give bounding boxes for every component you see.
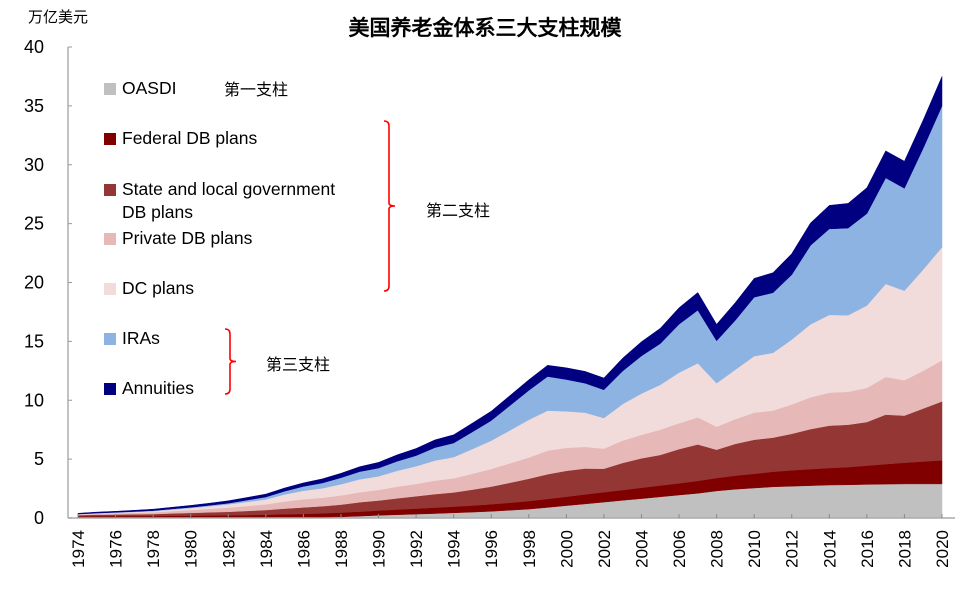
x-tick-label: 2008 [708, 530, 727, 568]
legend-item-state-local-db: State and local government [104, 177, 335, 201]
x-tick-label: 1986 [294, 530, 313, 568]
x-tick-label: 2002 [595, 530, 614, 568]
x-tick-label: 1992 [407, 530, 426, 568]
x-tick-label: 1994 [445, 530, 464, 568]
x-tick-label: 1982 [219, 530, 238, 568]
x-tick-label: 2000 [557, 530, 576, 568]
x-tick-label: 1978 [144, 530, 163, 568]
x-tick-label: 2010 [745, 530, 764, 568]
y-tick-label: 25 [24, 214, 44, 234]
x-tick-label: 2018 [895, 530, 914, 568]
pillar-label-third: 第三支柱 [266, 355, 331, 374]
x-tick-label: 1996 [482, 530, 501, 568]
legend-item-oasdi: OASDI [104, 76, 176, 100]
area-annuities [77, 76, 943, 515]
x-tick-label: 2016 [858, 530, 877, 568]
x-tick-label: 2012 [783, 530, 802, 568]
legend-swatch [104, 333, 116, 345]
x-tick-label: 2020 [933, 530, 952, 568]
x-tick-label: 2014 [820, 530, 839, 568]
y-tick-label: 40 [24, 37, 44, 57]
legend-item-iras: IRAs [104, 326, 160, 350]
pillar-label-second: 第二支柱 [426, 201, 491, 220]
legend-swatch [104, 283, 116, 295]
x-tick-label: 2004 [632, 530, 651, 568]
legend-label: IRAs [122, 328, 160, 348]
x-tick-label: 1998 [520, 530, 539, 568]
legend-swatch [104, 233, 116, 245]
legend-item-dc: DC plans [104, 276, 194, 300]
legend-label: State and local government [122, 179, 336, 199]
legend-swatch [104, 184, 116, 196]
legend-swatch [104, 83, 116, 95]
bracket-third-pillar [224, 328, 237, 395]
pillar-label-first: 第一支柱 [224, 80, 289, 99]
x-tick-label: 1990 [370, 530, 389, 568]
legend-item-annuities: Annuities [104, 376, 194, 400]
y-tick-label: 0 [34, 508, 44, 528]
x-tick-label: 2006 [670, 530, 689, 568]
y-tick-label: 10 [24, 390, 44, 410]
legend-item-state-local-db-line2: DB plans [122, 200, 193, 224]
y-tick-label: 20 [24, 273, 44, 293]
x-tick-label: 1984 [257, 530, 276, 568]
legend-label: Federal DB plans [122, 128, 258, 148]
x-tick-label: 1988 [332, 530, 351, 568]
legend-item-private-db: Private DB plans [104, 226, 252, 250]
y-tick-label: 15 [24, 331, 44, 351]
y-tick-label: 35 [24, 96, 44, 116]
x-tick-label: 1980 [182, 530, 201, 568]
y-tick-label: 30 [24, 155, 44, 175]
bracket-second-pillar [383, 120, 396, 292]
pillar-brackets [224, 120, 396, 395]
legend-label: Annuities [122, 378, 194, 398]
x-tick-label: 1974 [69, 530, 88, 568]
y-axis-unit-label: 万亿美元 [28, 8, 89, 26]
legend-label: DC plans [122, 278, 194, 298]
chart-title: 美国养老金体系三大支柱规模 [348, 15, 622, 40]
legend-item-federal-db: Federal DB plans [104, 126, 257, 150]
legend-label: Private DB plans [122, 228, 253, 248]
legend-label: OASDI [122, 78, 177, 98]
x-tick-label: 1976 [107, 530, 126, 568]
legend-swatch [104, 133, 116, 145]
y-tick-label: 5 [34, 449, 44, 469]
axes: 0 5 10 15 20 25 30 35 40 1974 1976 1978 1980 1982 1984… [24, 37, 955, 568]
legend-label: DB plans [122, 202, 194, 222]
legend-swatch [104, 383, 116, 395]
area-layers [77, 76, 943, 519]
